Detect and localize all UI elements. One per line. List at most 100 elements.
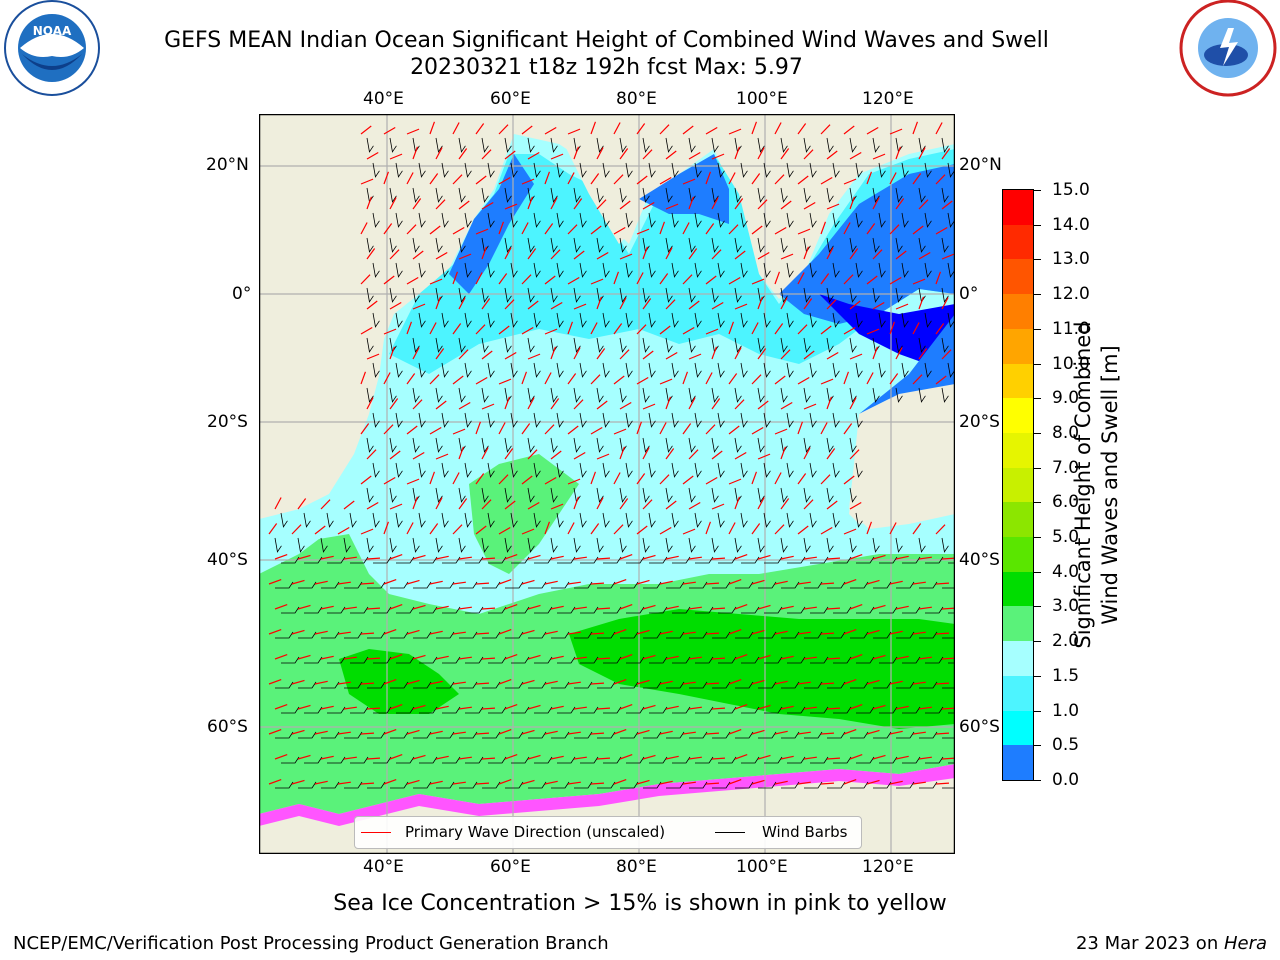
wave-direction-arrow [688, 449, 699, 460]
colorbar-tick-label: 10.0 [1052, 353, 1090, 374]
wind-barb [481, 337, 489, 353]
wave-direction-arrow [429, 730, 443, 735]
wind-barb [763, 462, 771, 478]
wind-barb [528, 731, 547, 739]
wave-direction-arrow [843, 178, 857, 185]
wind-barb [902, 756, 921, 764]
wind-barb [281, 606, 300, 614]
wave-direction-arrow [820, 582, 835, 585]
lat-label-left-40s: 40°S [207, 550, 248, 570]
wave-direction-arrow [872, 346, 879, 360]
wind-barb [896, 781, 915, 789]
wind-barb [274, 537, 282, 553]
wind-barb [596, 487, 604, 503]
wind-barb [695, 556, 714, 564]
wave-direction-arrow [389, 153, 403, 160]
wave-direction-arrow [383, 521, 390, 535]
colorbar-band [1003, 259, 1033, 295]
wave-direction-arrow [429, 173, 439, 185]
wind-barb [435, 537, 443, 553]
wind-barb [527, 287, 535, 303]
wave-direction-arrow [820, 782, 835, 785]
wave-direction-arrow [521, 125, 533, 135]
wave-direction-arrow [820, 526, 833, 535]
wind-barb [366, 437, 374, 453]
wind-barb [763, 262, 771, 278]
wind-barb [763, 212, 771, 228]
colorbar-band [1003, 675, 1033, 711]
wind-barb [643, 781, 662, 789]
wave-direction-arrow [705, 126, 718, 135]
wind-barb [781, 731, 800, 739]
wave-direction-arrow [895, 705, 909, 710]
wave-direction-arrow [435, 755, 449, 760]
wind-barb [826, 237, 834, 253]
wave-direction-arrow [406, 276, 419, 285]
colorbar-tick-label: 2.0 [1052, 631, 1080, 652]
wave-direction-arrow [613, 628, 627, 635]
wind-barb [717, 312, 725, 328]
wave-direction-arrow [521, 274, 532, 285]
wind-barb [487, 262, 495, 278]
wave-direction-arrow [337, 581, 351, 585]
wave-direction-arrow [613, 578, 627, 585]
wave-direction-arrow [389, 753, 403, 760]
wind-barb [304, 756, 323, 764]
wave-direction-arrow [406, 478, 420, 485]
wind-barb [327, 706, 346, 714]
wave-direction-arrow [590, 374, 601, 385]
wind-barb [321, 681, 340, 689]
wave-direction-arrow [360, 732, 375, 735]
wave-direction-arrow [435, 147, 443, 160]
wind-barb [666, 581, 685, 589]
wave-direction-arrow [774, 271, 781, 285]
wave-direction-arrow [452, 781, 466, 785]
wave-direction-arrow [642, 604, 656, 610]
wave-direction-arrow [544, 580, 558, 585]
wave-direction-arrow [872, 249, 883, 260]
wind-barb [786, 512, 794, 528]
wind-barb [327, 606, 346, 614]
wave-direction-arrow [274, 703, 288, 710]
colorbar-tick-label: 5.0 [1052, 527, 1080, 548]
wind-barb [527, 487, 535, 503]
wind-barb [780, 337, 788, 353]
wave-direction-arrow [521, 629, 535, 635]
wind-barb [850, 681, 869, 689]
wave-direction-arrow [406, 579, 420, 585]
wave-direction-arrow [751, 121, 758, 135]
wave-direction-arrow [613, 472, 621, 485]
wave-direction-arrow [544, 372, 552, 385]
wave-direction-arrow [734, 496, 741, 510]
high-wave-patch-east [569, 609, 955, 729]
wave-direction-arrow [849, 353, 863, 360]
wind-barb [787, 606, 806, 614]
wave-direction-arrow [452, 122, 460, 135]
wave-direction-arrow [918, 348, 928, 360]
wave-direction-arrow [590, 121, 597, 135]
wind-barb [672, 606, 691, 614]
wave-direction-arrow [826, 396, 833, 410]
wind-barb [372, 312, 380, 328]
wave-direction-arrow [820, 221, 827, 235]
wind-barb [833, 606, 852, 614]
wind-barb [918, 537, 926, 553]
wave-direction-arrow [406, 224, 417, 235]
wave-direction-arrow [389, 653, 403, 660]
wave-direction-arrow [596, 453, 610, 460]
wave-direction-arrow [291, 629, 305, 635]
wave-direction-arrow [406, 128, 420, 135]
wave-direction-arrow [475, 324, 486, 335]
wind-barb [441, 162, 449, 178]
wind-barb [373, 656, 392, 664]
wave-direction-arrow [481, 499, 492, 510]
wave-direction-arrow [360, 371, 367, 385]
wave-direction-arrow [366, 707, 381, 710]
wind-barb [740, 412, 748, 428]
wave-direction-arrow [872, 153, 886, 160]
wind-barb [528, 681, 547, 689]
wave-direction-arrow [291, 779, 305, 785]
wave-direction-arrow [849, 603, 863, 610]
wind-barb [550, 537, 558, 553]
wind-barb [556, 412, 564, 428]
